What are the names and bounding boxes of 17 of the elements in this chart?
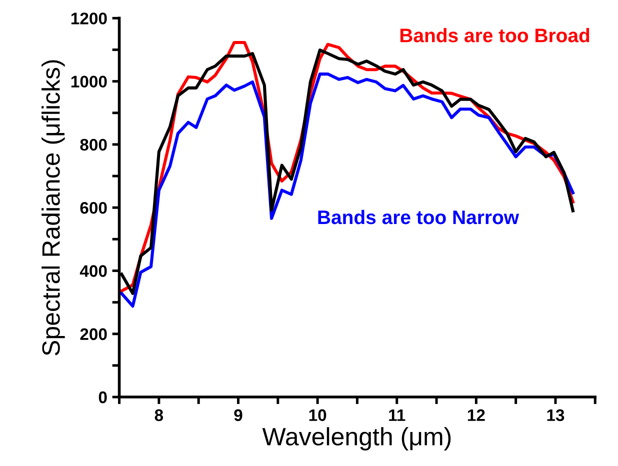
y-tick-label: 800	[80, 138, 107, 151]
x-tick-label: 8	[154, 409, 164, 422]
x-tick-label: 9	[234, 409, 242, 422]
y-tick-label: 400	[80, 265, 107, 277]
x-tick-label: 13	[547, 409, 564, 422]
x-tick-label: 10	[309, 409, 326, 422]
y-tick-label: 600	[80, 202, 107, 214]
series-label: Bands are too Broad	[400, 28, 590, 42]
y-axis-title: Spectral Radiance (μflicks)	[42, 60, 65, 356]
y-tick-label: 1200	[71, 12, 107, 24]
y-tick-label: 0	[98, 391, 107, 404]
series-label: Bands are too Narrow	[318, 210, 520, 224]
x-tick-label: 11	[389, 409, 406, 421]
x-axis-title: Wavelength (μm)	[262, 427, 451, 450]
x-tick-label: 12	[468, 409, 485, 421]
y-tick-label: 200	[80, 328, 107, 340]
y-tick-label: 1000	[71, 76, 107, 88]
